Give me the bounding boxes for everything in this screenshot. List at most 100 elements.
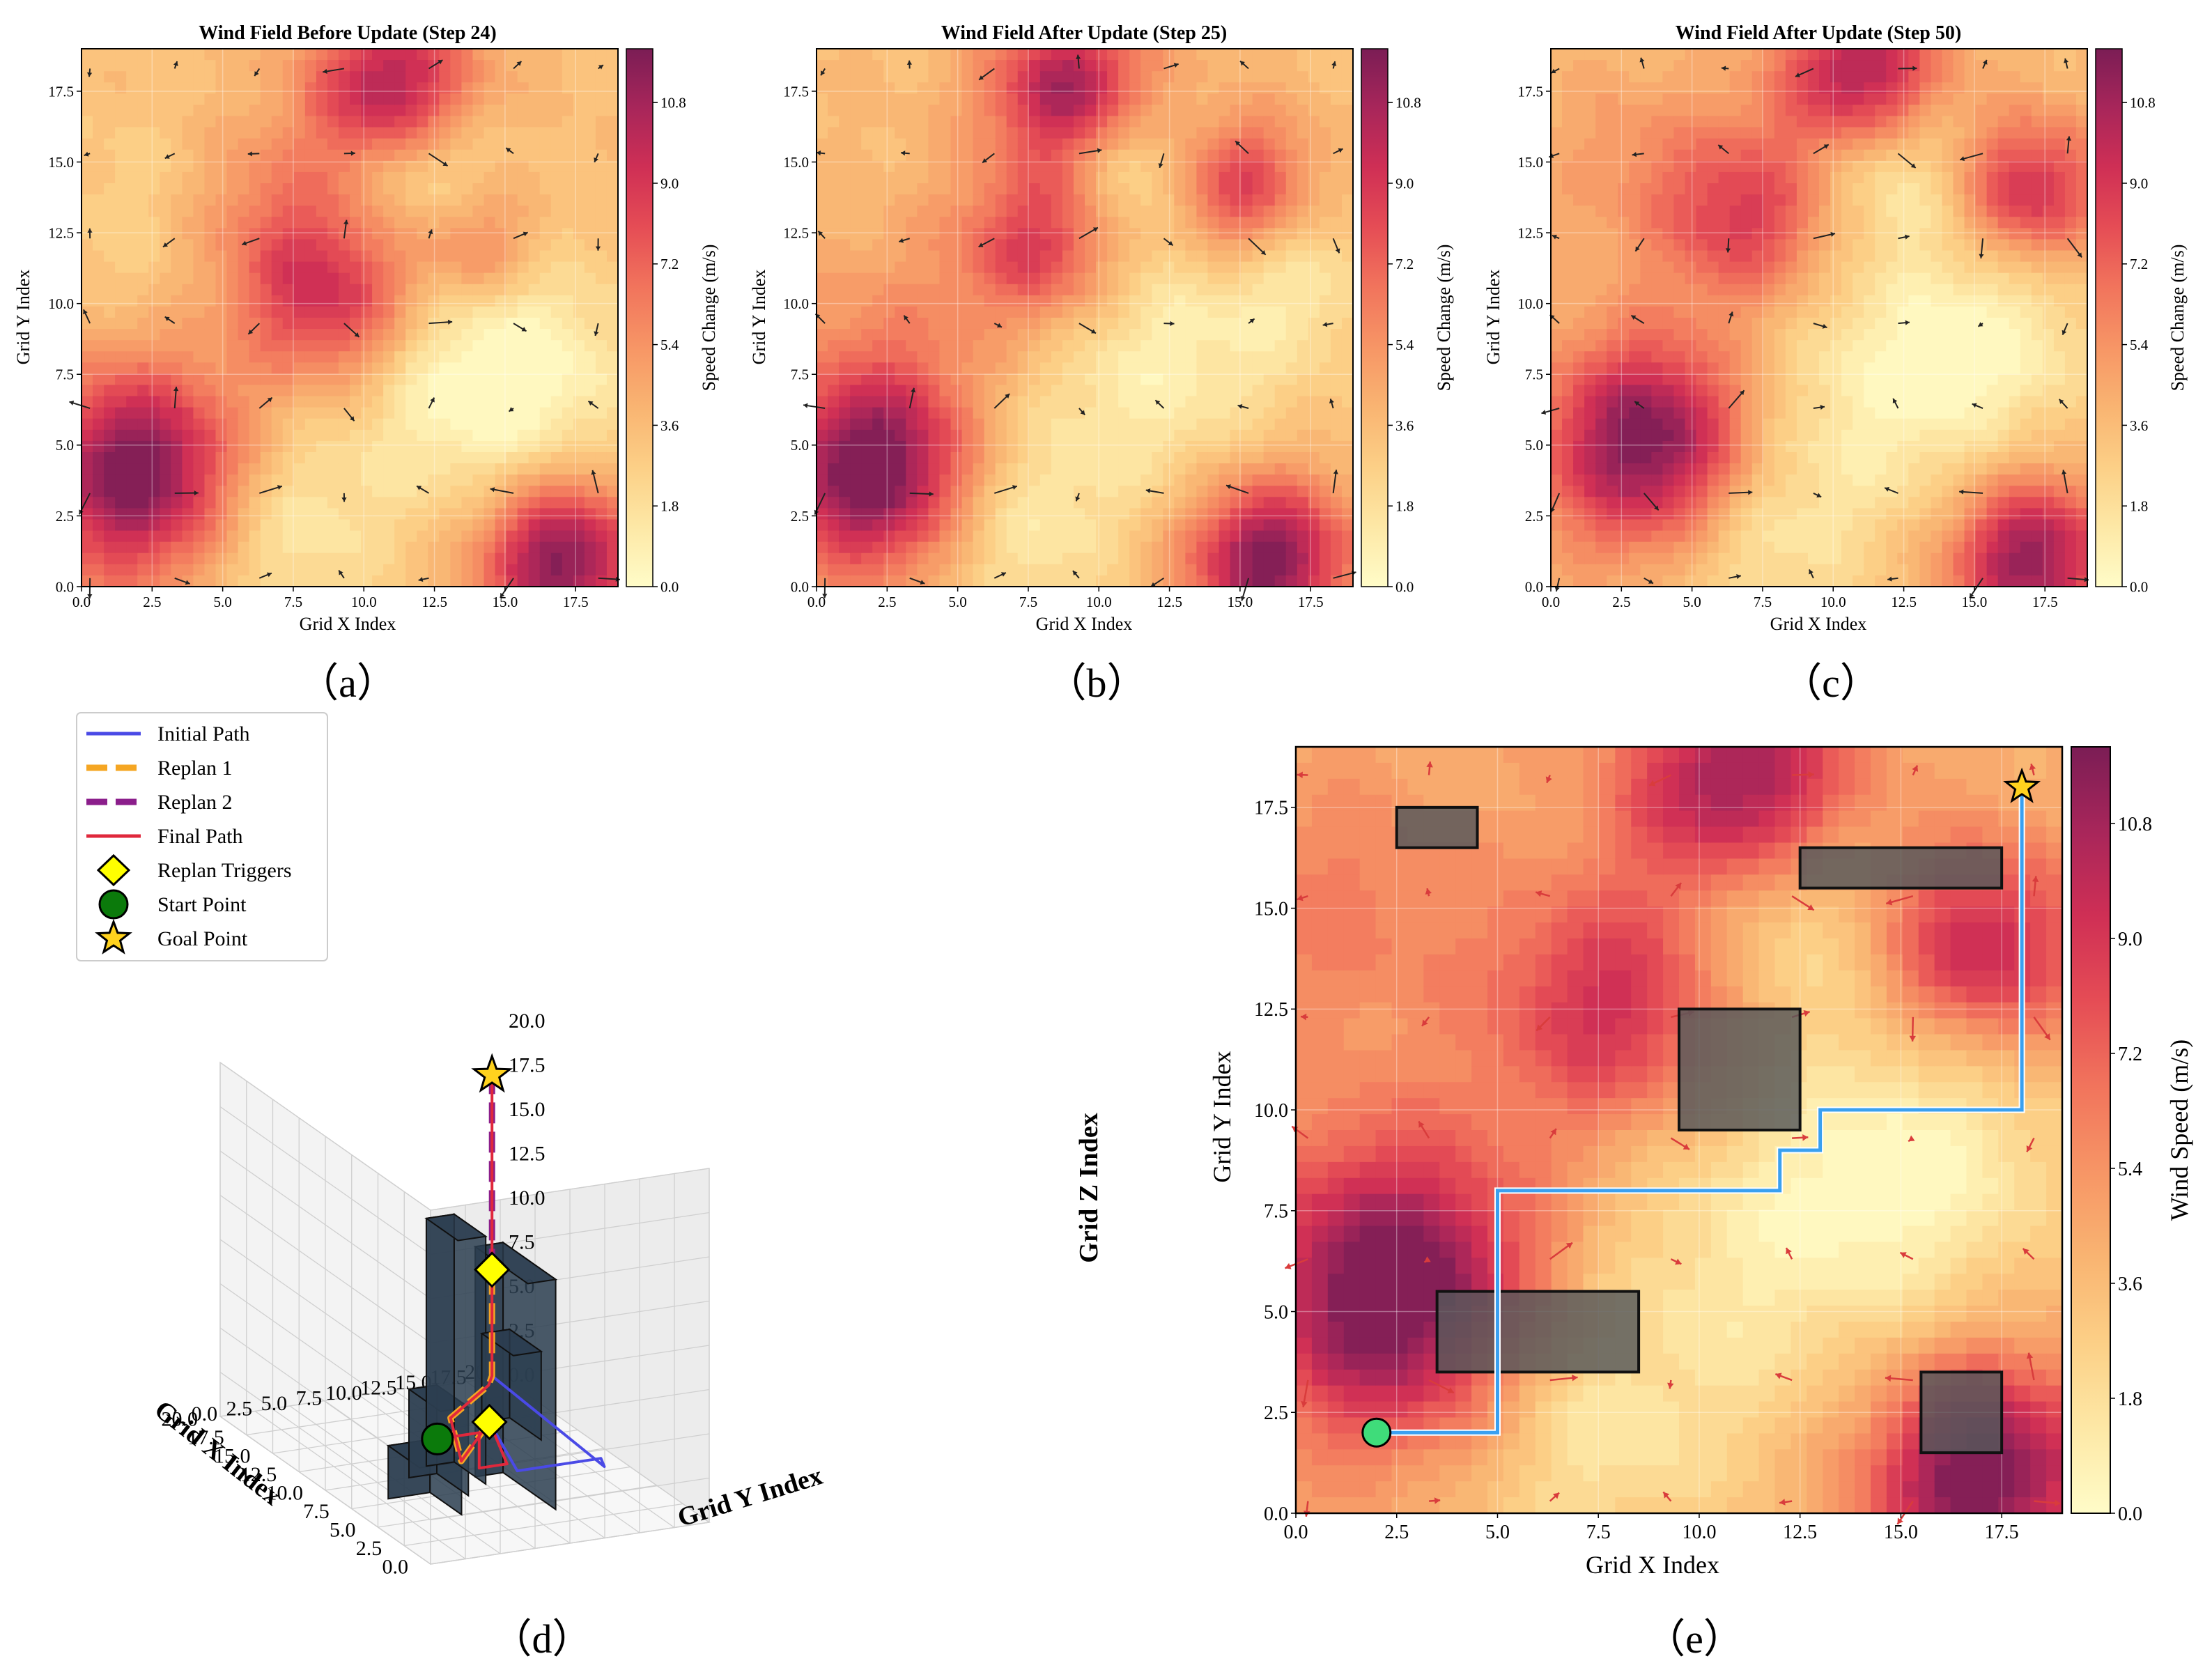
heatmap-cell (182, 530, 194, 543)
heatmap-cell (1051, 306, 1063, 318)
heatmap-cell (1330, 407, 1343, 419)
heatmap-cell (316, 272, 328, 285)
heatmap-cell (160, 351, 171, 363)
heatmap-cell (1319, 206, 1331, 217)
heatmap-cell (1319, 418, 1331, 431)
heatmap-cell (1107, 318, 1119, 330)
heatmap-cell (1118, 530, 1130, 543)
heatmap-cell (361, 105, 373, 117)
heatmap-cell (495, 138, 507, 150)
heatmap-cell (1297, 295, 1309, 307)
heatmap-cell (1185, 396, 1198, 408)
wind-arrow-head (1240, 61, 1245, 66)
heatmap-cell (249, 228, 261, 240)
heatmap-cell (828, 239, 840, 252)
heatmap-cell (1129, 497, 1141, 509)
heatmap-cell (506, 329, 518, 341)
heatmap-cell (528, 340, 541, 352)
heatmap-cell (506, 217, 518, 229)
heatmap-cell (82, 362, 93, 375)
heatmap-cell (484, 519, 496, 532)
wind-arrow-head (516, 61, 522, 66)
heatmap-cell (550, 194, 563, 206)
heatmap-cell (1006, 250, 1019, 263)
heatmap-cell (1006, 272, 1019, 285)
heatmap-cell (1263, 149, 1276, 162)
heatmap-cell (850, 171, 862, 184)
heatmap-cell (193, 261, 206, 274)
heatmap-cell (606, 160, 619, 173)
heatmap-cell (361, 373, 373, 386)
heatmap-cell (984, 575, 996, 587)
heatmap-cell (1319, 261, 1331, 274)
heatmap-cell (1140, 552, 1152, 565)
heatmap-cell (950, 440, 963, 453)
heatmap-cell (1163, 396, 1175, 408)
heatmap-cell (204, 519, 217, 532)
heatmap-cell (1308, 519, 1320, 532)
heatmap-cell (304, 228, 317, 240)
heatmap-cell (1185, 329, 1198, 341)
heatmap-cell (1096, 284, 1108, 296)
heatmap-cell (148, 171, 160, 184)
heatmap-cell (584, 306, 596, 318)
heatmap-cell (338, 295, 350, 307)
heatmap-cell (1230, 340, 1242, 352)
heatmap-cell (260, 385, 272, 397)
heatmap-cell (861, 71, 873, 83)
x-tick-label: 10.0 (1086, 594, 1112, 610)
heatmap-cell (1118, 239, 1130, 252)
heatmap-cell (204, 217, 217, 229)
heatmap-cell (883, 239, 895, 252)
wind-arrow-head (185, 580, 190, 585)
heatmap-cell (950, 340, 963, 352)
heatmap-cell (1297, 82, 1309, 94)
heatmap-cell (973, 82, 985, 94)
heatmap-cell (282, 60, 295, 72)
heatmap-cell (361, 418, 373, 431)
heatmap-cell (1039, 250, 1052, 263)
heatmap-cell (939, 60, 952, 72)
heatmap-cell (872, 407, 884, 419)
heatmap-cell (528, 564, 541, 576)
heatmap-cell (562, 183, 574, 195)
heatmap-cell (316, 385, 328, 397)
heatmap-cell (126, 407, 138, 419)
heatmap-cell (115, 530, 127, 543)
heatmap-cell (484, 362, 496, 375)
heatmap-cell (271, 295, 284, 307)
heatmap-cell (82, 261, 93, 274)
heatmap-cell (517, 497, 529, 509)
heatmap-cell (1196, 183, 1209, 195)
heatmap-cell (439, 250, 451, 263)
heatmap-cell (1163, 452, 1175, 464)
heatmap-cell (271, 217, 284, 229)
heatmap-cell (1152, 418, 1163, 431)
heatmap-cell (450, 407, 463, 419)
heatmap-cell (316, 183, 328, 195)
heatmap-cell (1196, 575, 1209, 587)
heatmap-cell (93, 49, 105, 61)
heatmap-cell (249, 351, 261, 363)
heatmap-cell (883, 138, 895, 150)
heatmap-cell (1219, 340, 1231, 352)
heatmap-cell (928, 385, 941, 397)
heatmap-cell (1017, 407, 1030, 419)
heatmap-cell (1006, 396, 1019, 408)
heatmap-cell (817, 340, 828, 352)
heatmap-cell (1129, 463, 1141, 475)
heatmap-cell (1073, 418, 1085, 431)
heatmap-cell (950, 160, 963, 173)
heatmap-cell (1219, 149, 1231, 162)
heatmap-cell (850, 508, 862, 520)
heatmap-cell (506, 116, 518, 128)
heatmap-cell (1230, 385, 1242, 397)
heatmap-cell (104, 149, 116, 162)
heatmap-cell (1341, 171, 1354, 184)
heatmap-cell (861, 497, 873, 509)
heatmap-cell (304, 71, 317, 83)
heatmap-cell (439, 217, 451, 229)
heatmap-cell (238, 284, 250, 296)
heatmap-cell (850, 206, 862, 217)
heatmap-cell (484, 429, 496, 442)
